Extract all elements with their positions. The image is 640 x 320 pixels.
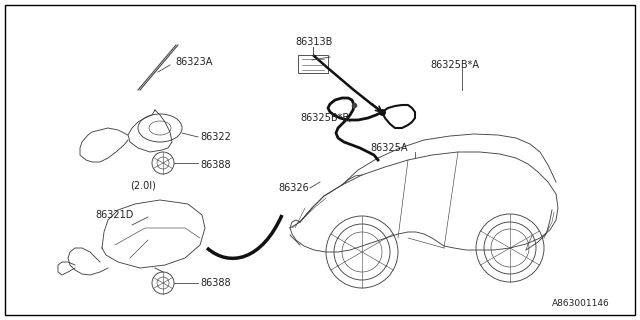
Text: 86325B*A: 86325B*A	[430, 60, 479, 70]
Text: 86322: 86322	[200, 132, 231, 142]
Text: A863001146: A863001146	[552, 299, 610, 308]
Bar	[298, 55, 328, 73]
Text: 86325A: 86325A	[370, 143, 408, 153]
Text: 86388: 86388	[200, 160, 230, 170]
Text: 86325B*B: 86325B*B	[300, 113, 349, 123]
Text: 86323A: 86323A	[175, 57, 212, 67]
Text: (2.0I): (2.0I)	[130, 181, 156, 191]
Text: 86326: 86326	[278, 183, 308, 193]
Text: 86321D: 86321D	[95, 210, 133, 220]
Text: 86388: 86388	[200, 278, 230, 288]
Text: 86313B: 86313B	[295, 37, 332, 47]
